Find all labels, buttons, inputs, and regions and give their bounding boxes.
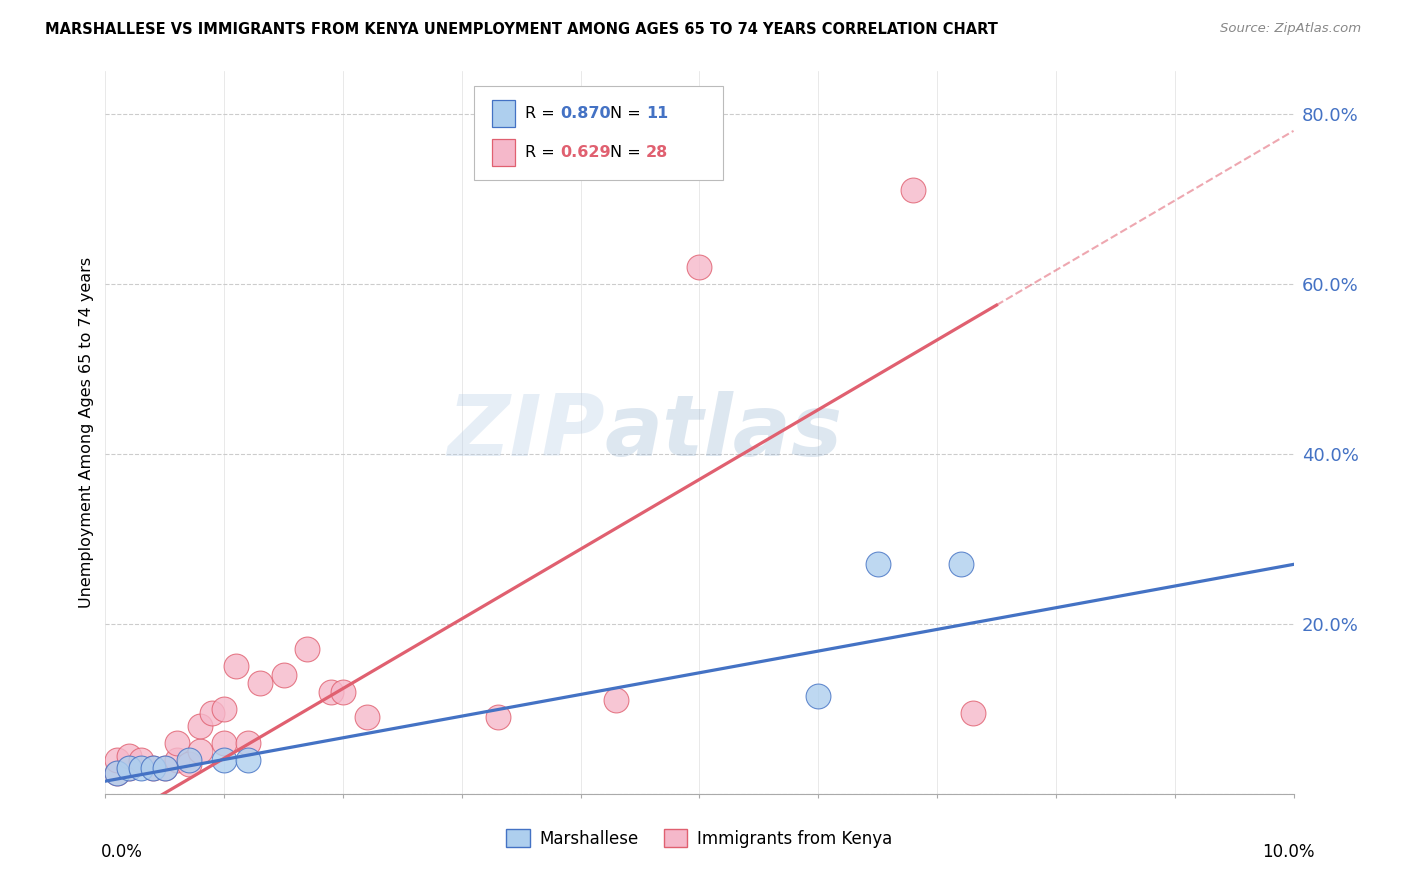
Text: N =: N =	[610, 106, 647, 120]
Text: MARSHALLESE VS IMMIGRANTS FROM KENYA UNEMPLOYMENT AMONG AGES 65 TO 74 YEARS CORR: MARSHALLESE VS IMMIGRANTS FROM KENYA UNE…	[45, 22, 998, 37]
Text: 11: 11	[645, 106, 668, 120]
Point	[190, 744, 212, 758]
Point	[236, 736, 259, 750]
Point	[105, 753, 128, 767]
Point	[332, 685, 354, 699]
Text: ZIP: ZIP	[447, 391, 605, 475]
Text: N =: N =	[610, 145, 647, 160]
Point	[214, 702, 236, 716]
Point	[177, 757, 200, 772]
Point	[214, 753, 236, 767]
Point	[166, 736, 188, 750]
Point	[866, 558, 889, 572]
Point	[142, 761, 165, 775]
Point	[105, 765, 128, 780]
Point	[689, 260, 711, 274]
Point	[807, 689, 830, 703]
Point	[236, 753, 259, 767]
Text: R =: R =	[524, 106, 560, 120]
Point	[153, 761, 176, 775]
Point	[949, 558, 972, 572]
Point	[118, 748, 141, 763]
Point	[356, 710, 378, 724]
Point	[962, 706, 984, 720]
Point	[486, 710, 509, 724]
Point	[166, 753, 188, 767]
Text: R =: R =	[524, 145, 560, 160]
Point	[118, 761, 141, 775]
Bar	[492, 138, 516, 166]
Text: 0.629: 0.629	[561, 145, 612, 160]
Text: 0.870: 0.870	[561, 106, 612, 120]
Text: 10.0%: 10.0%	[1263, 843, 1315, 861]
Text: 28: 28	[645, 145, 668, 160]
Point	[105, 765, 128, 780]
Point	[142, 761, 165, 775]
Legend: Marshallese, Immigrants from Kenya: Marshallese, Immigrants from Kenya	[499, 822, 900, 855]
Point	[118, 761, 141, 775]
Point	[903, 183, 925, 197]
Point	[177, 753, 200, 767]
Point	[273, 668, 295, 682]
Point	[605, 693, 627, 707]
Point	[153, 761, 176, 775]
Point	[249, 676, 271, 690]
Text: atlas: atlas	[605, 391, 842, 475]
Y-axis label: Unemployment Among Ages 65 to 74 years: Unemployment Among Ages 65 to 74 years	[79, 257, 94, 608]
Point	[190, 719, 212, 733]
Point	[225, 659, 247, 673]
Point	[297, 642, 319, 657]
Point	[214, 736, 236, 750]
Bar	[492, 100, 516, 127]
Point	[129, 753, 152, 767]
Text: Source: ZipAtlas.com: Source: ZipAtlas.com	[1220, 22, 1361, 36]
Point	[129, 761, 152, 775]
Point	[201, 706, 224, 720]
FancyBboxPatch shape	[474, 86, 723, 180]
Point	[321, 685, 343, 699]
Text: 0.0%: 0.0%	[101, 843, 143, 861]
